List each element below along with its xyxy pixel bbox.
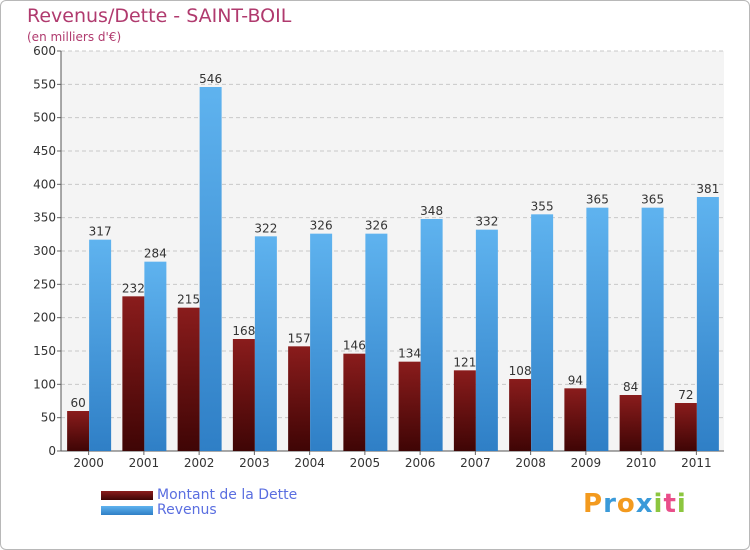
y-tick-label: 500 xyxy=(33,111,56,125)
data-label-revenue: 355 xyxy=(531,199,554,213)
x-tick-label: 2004 xyxy=(294,456,325,470)
data-label-revenue: 332 xyxy=(475,215,498,229)
data-label-debt: 94 xyxy=(568,373,583,387)
bar-revenue xyxy=(641,207,664,451)
x-tick-label: 2005 xyxy=(350,456,381,470)
data-label-revenue: 546 xyxy=(199,72,222,86)
y-tick-label: 0 xyxy=(48,444,56,458)
y-tick-label: 50 xyxy=(41,411,56,425)
data-label-revenue: 365 xyxy=(641,193,664,207)
bar-debt xyxy=(564,388,587,451)
y-tick-label: 400 xyxy=(33,177,56,191)
x-tick-label: 2000 xyxy=(73,456,104,470)
data-label-revenue: 348 xyxy=(420,204,443,218)
bar-revenue xyxy=(586,207,609,451)
x-tick-label: 2011 xyxy=(681,456,712,470)
data-label-revenue: 322 xyxy=(254,221,277,235)
y-tick-label: 250 xyxy=(33,277,56,291)
data-label-debt: 72 xyxy=(678,388,693,402)
x-tick-label: 2007 xyxy=(460,456,491,470)
data-label-debt: 60 xyxy=(70,396,85,410)
x-tick-label: 2010 xyxy=(626,456,657,470)
y-tick-label: 450 xyxy=(33,144,56,158)
legend-swatch-revenue xyxy=(101,506,153,515)
brand-logo-letter: i xyxy=(676,489,687,519)
x-tick-label: 2003 xyxy=(239,456,270,470)
bar-debt xyxy=(619,395,642,451)
bar-revenue xyxy=(365,233,388,451)
x-tick-label: 2008 xyxy=(515,456,546,470)
brand-logo-letter: r xyxy=(603,489,617,519)
legend-label-debt: Montant de la Dette xyxy=(157,487,298,503)
y-tick-label: 550 xyxy=(33,77,56,91)
x-tick-label: 2009 xyxy=(571,456,602,470)
bar-revenue xyxy=(144,261,167,451)
data-label-debt: 168 xyxy=(232,324,255,338)
legend-label-revenue: Revenus xyxy=(157,502,217,518)
bar-revenue xyxy=(254,236,277,451)
brand-logo: Proxiti xyxy=(583,489,687,519)
bar-debt xyxy=(288,346,311,451)
data-label-revenue: 317 xyxy=(89,225,112,239)
bar-debt xyxy=(674,403,697,451)
x-tick-label: 2006 xyxy=(405,456,436,470)
bar-debt xyxy=(67,411,90,451)
y-tick-label: 600 xyxy=(33,44,56,58)
bar-debt xyxy=(122,296,145,451)
bar-revenue xyxy=(199,87,222,451)
data-label-debt: 232 xyxy=(122,281,145,295)
x-tick-label: 2001 xyxy=(129,456,160,470)
data-label-debt: 215 xyxy=(177,293,200,307)
bar-revenue xyxy=(696,197,719,451)
bar-revenue xyxy=(310,233,333,451)
brand-logo-letter: i xyxy=(653,489,664,519)
y-tick-label: 150 xyxy=(33,344,56,358)
data-label-revenue: 326 xyxy=(365,219,388,233)
brand-logo-letter: o xyxy=(616,489,636,519)
y-tick-label: 350 xyxy=(33,211,56,225)
chart-subtitle: (en milliers d'€) xyxy=(27,30,122,44)
bar-revenue xyxy=(420,219,443,451)
bar-revenue xyxy=(89,239,112,451)
y-tick-label: 100 xyxy=(33,377,56,391)
data-label-revenue: 284 xyxy=(144,247,167,261)
brand-logo-letter: x xyxy=(635,489,654,519)
data-label-debt: 134 xyxy=(398,347,421,361)
y-tick-label: 200 xyxy=(33,311,56,325)
chart-title: Revenus/Dette - SAINT-BOIL xyxy=(27,5,292,27)
bar-revenue xyxy=(475,229,498,451)
bar-debt xyxy=(509,379,532,451)
y-tick-label: 300 xyxy=(33,244,56,258)
data-label-debt: 146 xyxy=(343,339,366,353)
legend-swatch-debt xyxy=(101,491,153,500)
bar-debt xyxy=(232,339,255,451)
bar-debt xyxy=(343,353,366,451)
data-label-debt: 157 xyxy=(288,331,311,345)
data-label-debt: 84 xyxy=(623,380,638,394)
data-label-revenue: 381 xyxy=(696,182,719,196)
bar-debt xyxy=(398,361,421,451)
data-label-revenue: 326 xyxy=(310,219,333,233)
brand-logo-letter: t xyxy=(663,489,677,519)
x-tick-label: 2002 xyxy=(184,456,215,470)
data-label-debt: 121 xyxy=(453,355,476,369)
data-label-revenue: 365 xyxy=(586,193,609,207)
brand-logo-letter: P xyxy=(583,489,604,519)
data-label-debt: 108 xyxy=(509,364,532,378)
bar-revenue xyxy=(531,214,554,451)
bar-debt xyxy=(177,307,200,451)
bar-debt xyxy=(453,370,476,451)
